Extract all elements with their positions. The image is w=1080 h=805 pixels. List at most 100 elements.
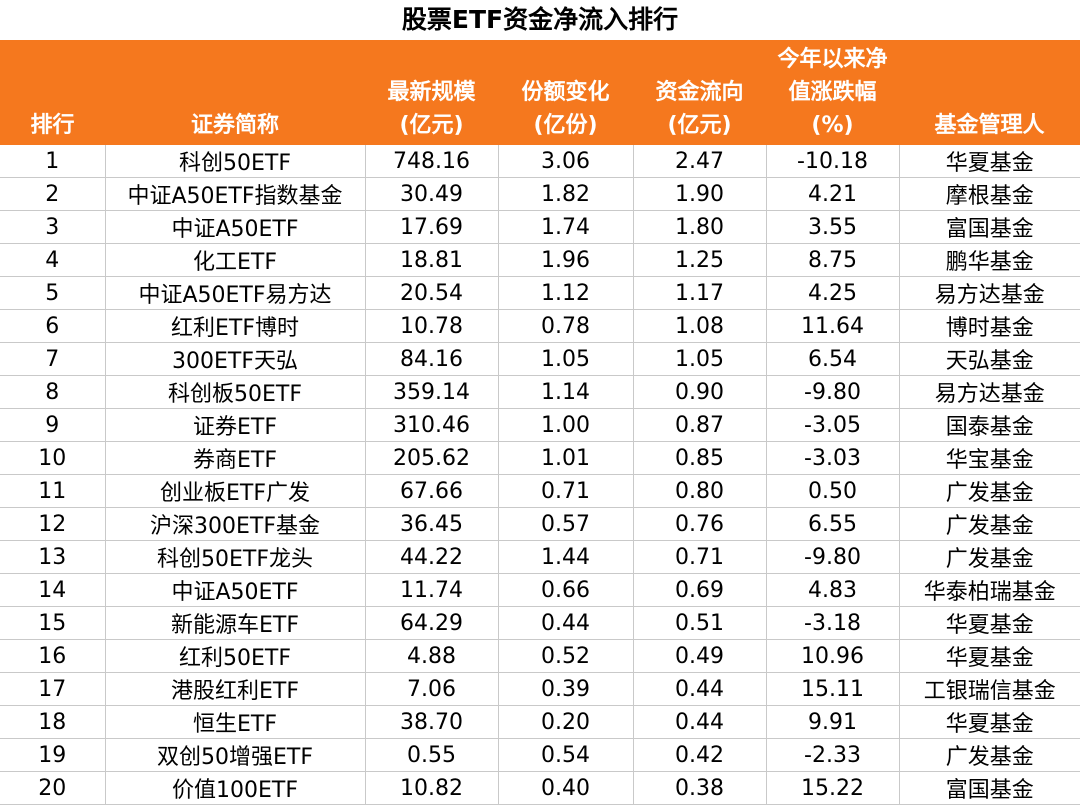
cell-flow: 0.90	[632, 375, 767, 409]
cell-name: 价值100ETF	[104, 771, 366, 805]
header-scale-line: (亿元)	[399, 113, 464, 138]
cell-manager: 广发基金	[898, 738, 1080, 772]
cell-nav_change: 6.55	[765, 507, 900, 541]
cell-manager: 易方达基金	[898, 276, 1080, 310]
header-nav_change-line: 值涨跌幅	[788, 80, 877, 105]
cell-name: 中证A50ETF易方达	[104, 276, 366, 310]
cell-share_change: 1.44	[497, 540, 634, 574]
header-flow: 资金流向 (亿元)	[633, 40, 766, 145]
cell-manager: 华宝基金	[898, 441, 1080, 475]
cell-rank: 9	[0, 408, 106, 442]
cell-nav_change: 8.75	[765, 243, 900, 277]
table-row: 18 恒生ETF 38.70 0.20 0.44 9.91 华夏基金	[0, 705, 1080, 739]
cell-rank: 4	[0, 243, 106, 277]
header-nav_change-line: (%)	[811, 113, 854, 138]
cell-flow: 2.47	[632, 145, 767, 178]
cell-rank: 2	[0, 177, 106, 211]
cell-flow: 0.87	[632, 408, 767, 442]
cell-scale: 7.06	[364, 672, 499, 706]
cell-name: 300ETF天弘	[104, 342, 366, 376]
cell-share_change: 0.57	[497, 507, 634, 541]
cell-scale: 748.16	[364, 145, 499, 178]
cell-manager: 摩根基金	[898, 177, 1080, 211]
table-body: 1 科创50ETF 748.16 3.06 2.47 -10.18 华夏基金 2 中证A50ET…	[0, 145, 1080, 805]
cell-nav_change: 4.21	[765, 177, 900, 211]
cell-rank: 10	[0, 441, 106, 475]
table-row: 2 中证A50ETF指数基金 30.49 1.82 1.90 4.21 摩根基金	[0, 177, 1080, 211]
cell-flow: 0.44	[632, 672, 767, 706]
cell-share_change: 1.01	[497, 441, 634, 475]
cell-name: 中证A50ETF指数基金	[104, 177, 366, 211]
cell-flow: 0.76	[632, 507, 767, 541]
cell-name: 创业板ETF广发	[104, 474, 366, 508]
cell-nav_change: -3.05	[765, 408, 900, 442]
cell-nav_change: -10.18	[765, 145, 900, 178]
cell-nav_change: 10.96	[765, 639, 900, 673]
cell-rank: 13	[0, 540, 106, 574]
header-share_change-line: (亿份)	[533, 113, 598, 138]
cell-manager: 工银瑞信基金	[898, 672, 1080, 706]
cell-rank: 17	[0, 672, 106, 706]
header-flow-line: 资金流向	[655, 80, 744, 105]
cell-manager: 广发基金	[898, 474, 1080, 508]
cell-share_change: 1.05	[497, 342, 634, 376]
cell-manager: 广发基金	[898, 507, 1080, 541]
header-rank-line: 排行	[30, 113, 75, 138]
cell-rank: 11	[0, 474, 106, 508]
cell-name: 双创50增强ETF	[104, 738, 366, 772]
table-row: 1 科创50ETF 748.16 3.06 2.47 -10.18 华夏基金	[0, 145, 1080, 178]
cell-flow: 1.90	[632, 177, 767, 211]
cell-share_change: 0.78	[497, 309, 634, 343]
cell-scale: 205.62	[364, 441, 499, 475]
table-row: 10 券商ETF 205.62 1.01 0.85 -3.03 华宝基金	[0, 441, 1080, 475]
cell-rank: 14	[0, 573, 106, 607]
etf-flow-table: 排行 证券简称 最新规模 (亿元) 份额变化 (亿份) 资金流向 (亿元) 今年以来净 值涨跌幅 (…	[0, 40, 1080, 805]
cell-share_change: 0.66	[497, 573, 634, 607]
table-row: 9 证券ETF 310.46 1.00 0.87 -3.05 国泰基金	[0, 408, 1080, 442]
cell-scale: 10.82	[364, 771, 499, 805]
cell-scale: 38.70	[364, 705, 499, 739]
cell-nav_change: 3.55	[765, 210, 900, 244]
cell-scale: 10.78	[364, 309, 499, 343]
cell-flow: 1.80	[632, 210, 767, 244]
table-row: 12 沪深300ETF基金 36.45 0.57 0.76 6.55 广发基金	[0, 507, 1080, 541]
cell-share_change: 0.71	[497, 474, 634, 508]
table-row: 20 价值100ETF 10.82 0.40 0.38 15.22 富国基金	[0, 771, 1080, 805]
table-title: 股票ETF资金净流入排行	[401, 5, 679, 34]
cell-name: 红利50ETF	[104, 639, 366, 673]
header-nav_change: 今年以来净 值涨跌幅 (%)	[766, 40, 899, 145]
cell-nav_change: 9.91	[765, 705, 900, 739]
header-scale-line: 最新规模	[387, 80, 476, 105]
cell-nav_change: -3.18	[765, 606, 900, 640]
cell-nav_change: -9.80	[765, 375, 900, 409]
cell-flow: 0.51	[632, 606, 767, 640]
header-manager-line: 基金管理人	[934, 113, 1045, 138]
header-scale: 最新规模 (亿元)	[365, 40, 498, 145]
cell-nav_change: -2.33	[765, 738, 900, 772]
table-row: 19 双创50增强ETF 0.55 0.54 0.42 -2.33 广发基金	[0, 738, 1080, 772]
cell-scale: 11.74	[364, 573, 499, 607]
cell-name: 港股红利ETF	[104, 672, 366, 706]
cell-flow: 0.38	[632, 771, 767, 805]
cell-nav_change: -9.80	[765, 540, 900, 574]
cell-flow: 0.85	[632, 441, 767, 475]
cell-nav_change: -3.03	[765, 441, 900, 475]
cell-nav_change: 0.50	[765, 474, 900, 508]
cell-manager: 鹏华基金	[898, 243, 1080, 277]
cell-nav_change: 4.83	[765, 573, 900, 607]
cell-manager: 富国基金	[898, 771, 1080, 805]
cell-rank: 8	[0, 375, 106, 409]
cell-scale: 36.45	[364, 507, 499, 541]
table-row: 5 中证A50ETF易方达 20.54 1.12 1.17 4.25 易方达基金	[0, 276, 1080, 310]
cell-name: 券商ETF	[104, 441, 366, 475]
cell-share_change: 1.00	[497, 408, 634, 442]
cell-name: 中证A50ETF	[104, 210, 366, 244]
cell-flow: 0.69	[632, 573, 767, 607]
table-row: 8 科创板50ETF 359.14 1.14 0.90 -9.80 易方达基金	[0, 375, 1080, 409]
cell-flow: 1.05	[632, 342, 767, 376]
cell-rank: 18	[0, 705, 106, 739]
cell-rank: 15	[0, 606, 106, 640]
cell-share_change: 1.96	[497, 243, 634, 277]
cell-scale: 44.22	[364, 540, 499, 574]
cell-manager: 天弘基金	[898, 342, 1080, 376]
